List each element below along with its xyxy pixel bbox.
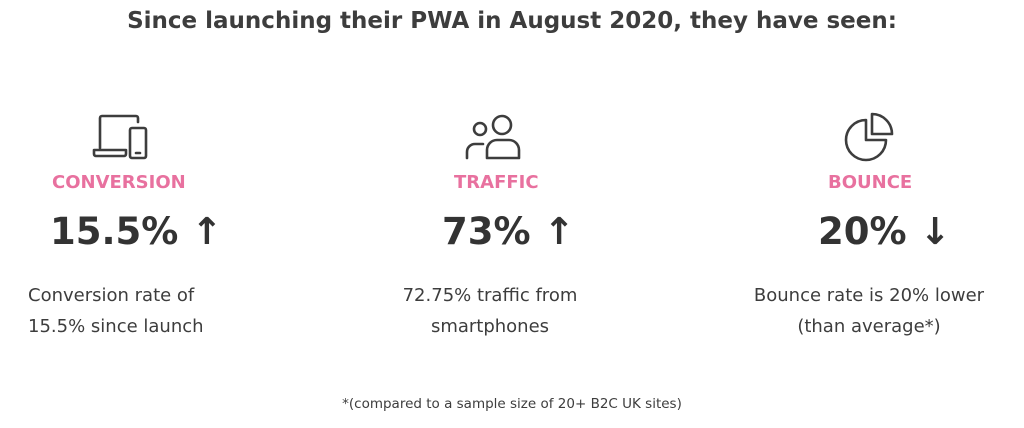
stat-value-conversion: 15.5% ↑: [50, 210, 223, 253]
description-line: Conversion rate of: [28, 285, 195, 306]
stat-description-conversion: Conversion rate of 15.5% since launch: [28, 280, 204, 342]
stat-value-bounce: 20% ↓: [818, 210, 951, 253]
stat-description-bounce: Bounce rate is 20% lower (than average*): [744, 280, 994, 342]
description-line: 72.75% traffic from: [402, 285, 578, 306]
description-line: 15.5% since launch: [28, 316, 204, 337]
headline: Since launching their PWA in August 2020…: [127, 8, 897, 34]
stat-label-traffic: TRAFFIC: [454, 172, 539, 193]
footnote: *(compared to a sample size of 20+ B2C U…: [342, 396, 682, 412]
devices-icon: [90, 112, 150, 164]
description-line: Bounce rate is 20% lower: [753, 285, 985, 306]
description-line: smartphones: [430, 316, 550, 337]
pie-chart-icon: [842, 112, 902, 164]
stat-label-conversion: CONVERSION: [52, 172, 186, 193]
users-icon: [463, 112, 523, 164]
stat-label-bounce: BOUNCE: [828, 172, 913, 193]
stat-value-traffic: 73% ↑: [442, 210, 575, 253]
description-line: (than average*): [797, 316, 941, 337]
stat-description-traffic: 72.75% traffic from smartphones: [387, 280, 593, 342]
